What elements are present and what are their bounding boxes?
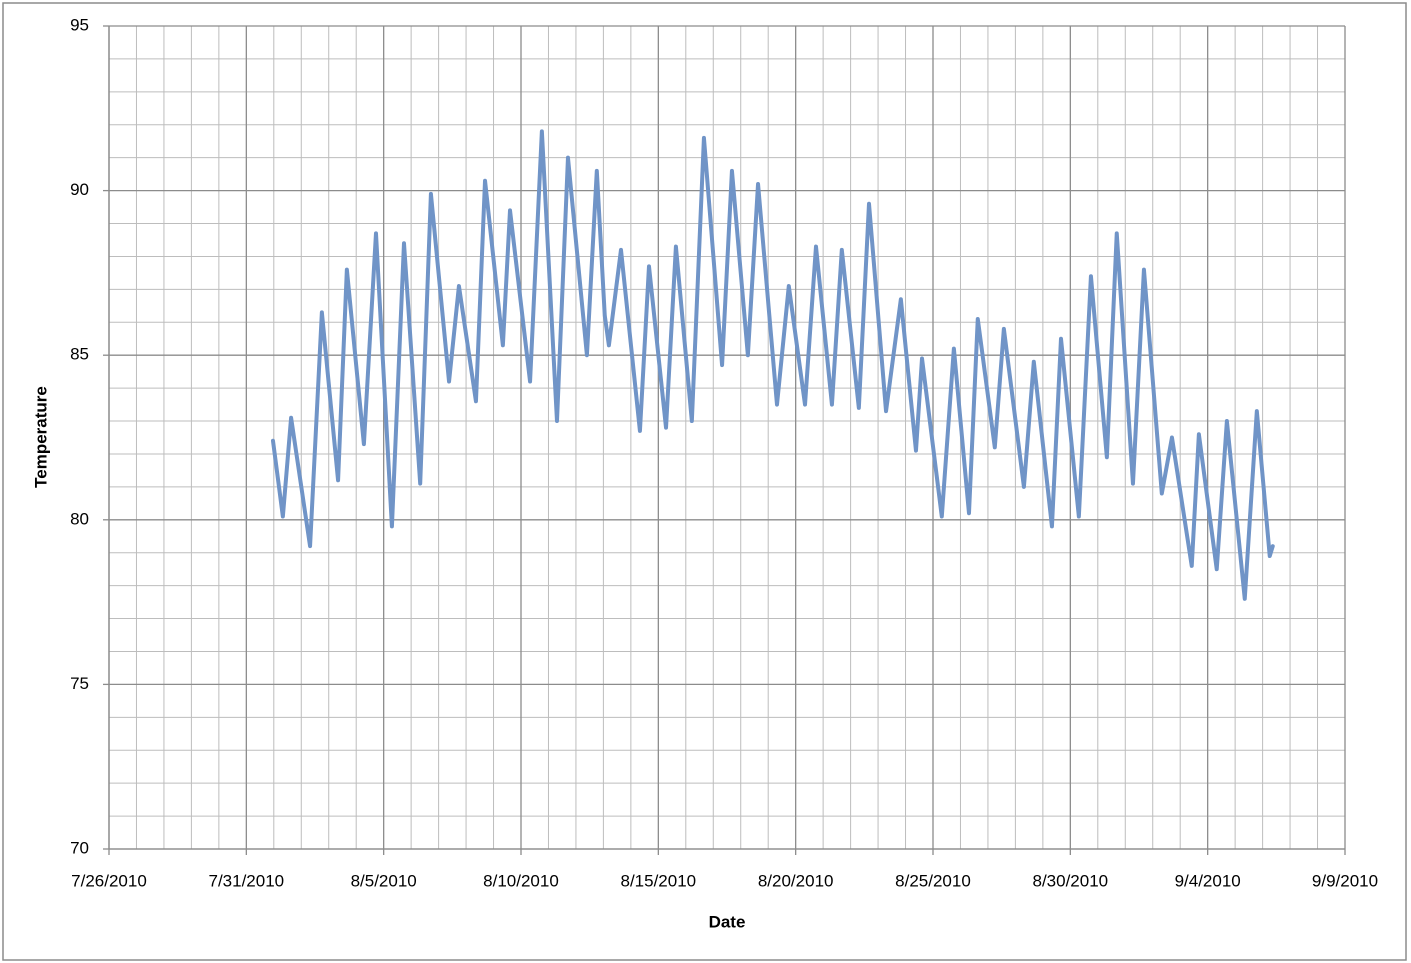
x-tick-label: 8/10/2010: [483, 871, 559, 890]
y-axis-title: Temperature: [31, 386, 50, 488]
x-tick-label: 8/25/2010: [895, 871, 971, 890]
y-tick-label: 85: [70, 345, 89, 364]
x-tick-label: 7/26/2010: [71, 871, 147, 890]
x-tick-label: 8/30/2010: [1033, 871, 1109, 890]
x-tick-label: 9/9/2010: [1312, 871, 1378, 890]
y-tick-label: 80: [70, 509, 89, 528]
x-tick-label: 8/5/2010: [351, 871, 417, 890]
y-tick-label: 70: [70, 838, 89, 857]
x-tick-label: 9/4/2010: [1175, 871, 1241, 890]
x-tick-label: 7/31/2010: [209, 871, 285, 890]
y-tick-label: 95: [70, 15, 89, 34]
y-tick-label: 90: [70, 180, 89, 199]
data-line: [270, 129, 1275, 601]
x-tick-label: 8/15/2010: [621, 871, 697, 890]
x-tick-label: 8/20/2010: [758, 871, 834, 890]
y-tick-label: 75: [70, 674, 89, 693]
x-axis-title: Date: [709, 912, 746, 931]
